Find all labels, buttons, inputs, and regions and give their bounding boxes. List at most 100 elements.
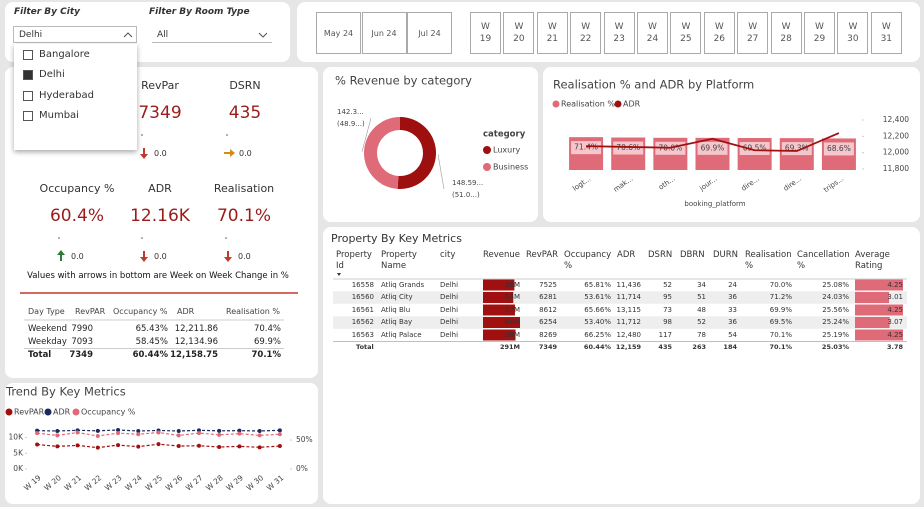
week-button[interactable] bbox=[770, 12, 802, 54]
legend-label: Occupancy % bbox=[81, 408, 136, 417]
point bbox=[257, 428, 262, 433]
table-cell: 71.2% bbox=[769, 293, 792, 301]
checkbox[interactable] bbox=[23, 50, 33, 60]
table-cell: 4.25 bbox=[887, 305, 903, 314]
kpi-change: 0.0 bbox=[239, 149, 252, 158]
data-bar bbox=[855, 304, 903, 316]
week-label[interactable]: W 23 bbox=[613, 22, 625, 44]
week-button[interactable] bbox=[703, 12, 735, 54]
month-button[interactable] bbox=[361, 12, 407, 54]
panel bbox=[5, 383, 318, 504]
week-button[interactable] bbox=[470, 12, 501, 54]
kpi-label: DSRN bbox=[229, 78, 261, 92]
week-label[interactable]: W 26 bbox=[713, 22, 726, 44]
dropdown-value[interactable]: All bbox=[157, 29, 169, 40]
week-button[interactable] bbox=[870, 12, 902, 54]
week-button[interactable] bbox=[503, 12, 535, 54]
week-button[interactable] bbox=[804, 12, 835, 54]
table-cell: 52 bbox=[697, 318, 706, 326]
legend-label: ADR bbox=[623, 100, 641, 109]
month-label[interactable]: Jul 24 bbox=[418, 29, 441, 38]
table-cell: 54M bbox=[505, 293, 520, 301]
x-tick-label: dire... bbox=[740, 175, 761, 193]
donut-slice bbox=[364, 117, 400, 189]
week-label[interactable]: W 30 bbox=[847, 22, 859, 44]
point bbox=[55, 444, 60, 449]
week-button[interactable] bbox=[603, 12, 635, 54]
table-cell: Atliq Blu bbox=[381, 305, 411, 314]
table-cell: 117 bbox=[658, 330, 672, 339]
table-cell: 12,158.75 bbox=[170, 349, 218, 360]
dropdown-option[interactable]: Mumbai bbox=[39, 109, 79, 121]
week-button[interactable] bbox=[637, 12, 668, 54]
week-button[interactable] bbox=[837, 12, 869, 54]
week-label[interactable]: W 24 bbox=[646, 22, 659, 44]
panel bbox=[323, 227, 920, 504]
table-header: city bbox=[440, 250, 456, 260]
table-cell: 13,115 bbox=[616, 305, 642, 314]
city-dropdown[interactable] bbox=[13, 26, 137, 43]
month-label[interactable]: May 24 bbox=[323, 29, 354, 38]
table-cell: 7349 bbox=[538, 343, 557, 352]
week-label[interactable]: W 22 bbox=[579, 22, 592, 44]
week-label[interactable]: W 21 bbox=[546, 22, 559, 44]
week-label[interactable]: W 28 bbox=[780, 22, 792, 44]
legend-label: Realisation % bbox=[561, 100, 615, 109]
table-cell: 58.45% bbox=[135, 336, 168, 347]
table-cell: 69.9% bbox=[769, 305, 792, 314]
point bbox=[277, 428, 282, 433]
table-cell: 24 bbox=[728, 280, 737, 289]
week-label[interactable]: W 20 bbox=[513, 22, 525, 44]
table-cell: 16560 bbox=[351, 293, 374, 301]
week-label[interactable]: W 25 bbox=[680, 22, 692, 44]
dropdown-option[interactable]: Bangalore bbox=[39, 49, 90, 60]
checkbox[interactable] bbox=[23, 70, 33, 81]
x-axis-title: booking_platform bbox=[684, 200, 745, 208]
week-button[interactable] bbox=[536, 12, 568, 54]
week-label[interactable]: W 31 bbox=[880, 22, 893, 44]
y2-tick-label: 50% bbox=[296, 435, 313, 444]
week-button[interactable] bbox=[670, 12, 702, 54]
checkbox[interactable] bbox=[23, 90, 33, 101]
room-dropdown[interactable] bbox=[152, 26, 272, 43]
kpi-label: Realisation bbox=[213, 181, 275, 195]
table-cell: 25.08% bbox=[822, 280, 849, 289]
point bbox=[116, 431, 121, 436]
trend-arrow bbox=[230, 149, 235, 157]
month-button[interactable] bbox=[316, 12, 361, 54]
x-tick-label: W 21 bbox=[63, 473, 84, 492]
leader-line bbox=[437, 154, 445, 190]
month-label[interactable]: Jun 24 bbox=[371, 29, 397, 38]
dropdown-value[interactable]: Delhi bbox=[19, 29, 43, 40]
table-cell: 66.25% bbox=[584, 330, 611, 339]
data-bar bbox=[483, 292, 514, 303]
table-cell: 4.25 bbox=[887, 280, 903, 289]
kpi-value: 435 bbox=[228, 102, 262, 123]
x-tick-label: W 25 bbox=[143, 473, 164, 492]
week-label[interactable]: W 19 bbox=[479, 22, 492, 44]
week-label[interactable]: W 29 bbox=[813, 22, 826, 44]
table-cell: 435 bbox=[658, 343, 672, 352]
table-cell: Delhi bbox=[440, 293, 459, 301]
table-cell: 34 bbox=[697, 280, 706, 289]
table-cell: Delhi bbox=[440, 280, 459, 289]
week-button[interactable] bbox=[570, 12, 602, 54]
x-tick-label: W 23 bbox=[103, 473, 124, 492]
week-label[interactable]: W 27 bbox=[746, 22, 759, 44]
x-tick-label: logt... bbox=[571, 175, 592, 193]
checkbox[interactable] bbox=[23, 110, 33, 121]
legend-marker bbox=[5, 408, 13, 416]
legend-label: Luxury bbox=[493, 146, 520, 155]
dropdown-option[interactable]: Hyderabad bbox=[39, 89, 94, 101]
week-button[interactable] bbox=[737, 12, 769, 54]
kpi-value: 7349 bbox=[138, 102, 182, 123]
label-box bbox=[571, 141, 602, 155]
kpi-note: Values with arrows in bottom are Week on… bbox=[27, 270, 289, 281]
month-button[interactable] bbox=[407, 12, 452, 54]
caret bbox=[123, 32, 133, 38]
dropdown-option[interactable]: Delhi bbox=[39, 69, 65, 81]
point bbox=[217, 445, 222, 449]
table-header: Realisation % bbox=[745, 250, 792, 271]
table-cell: 60.44% bbox=[132, 349, 168, 360]
table-cell: 69.5% bbox=[769, 318, 792, 326]
